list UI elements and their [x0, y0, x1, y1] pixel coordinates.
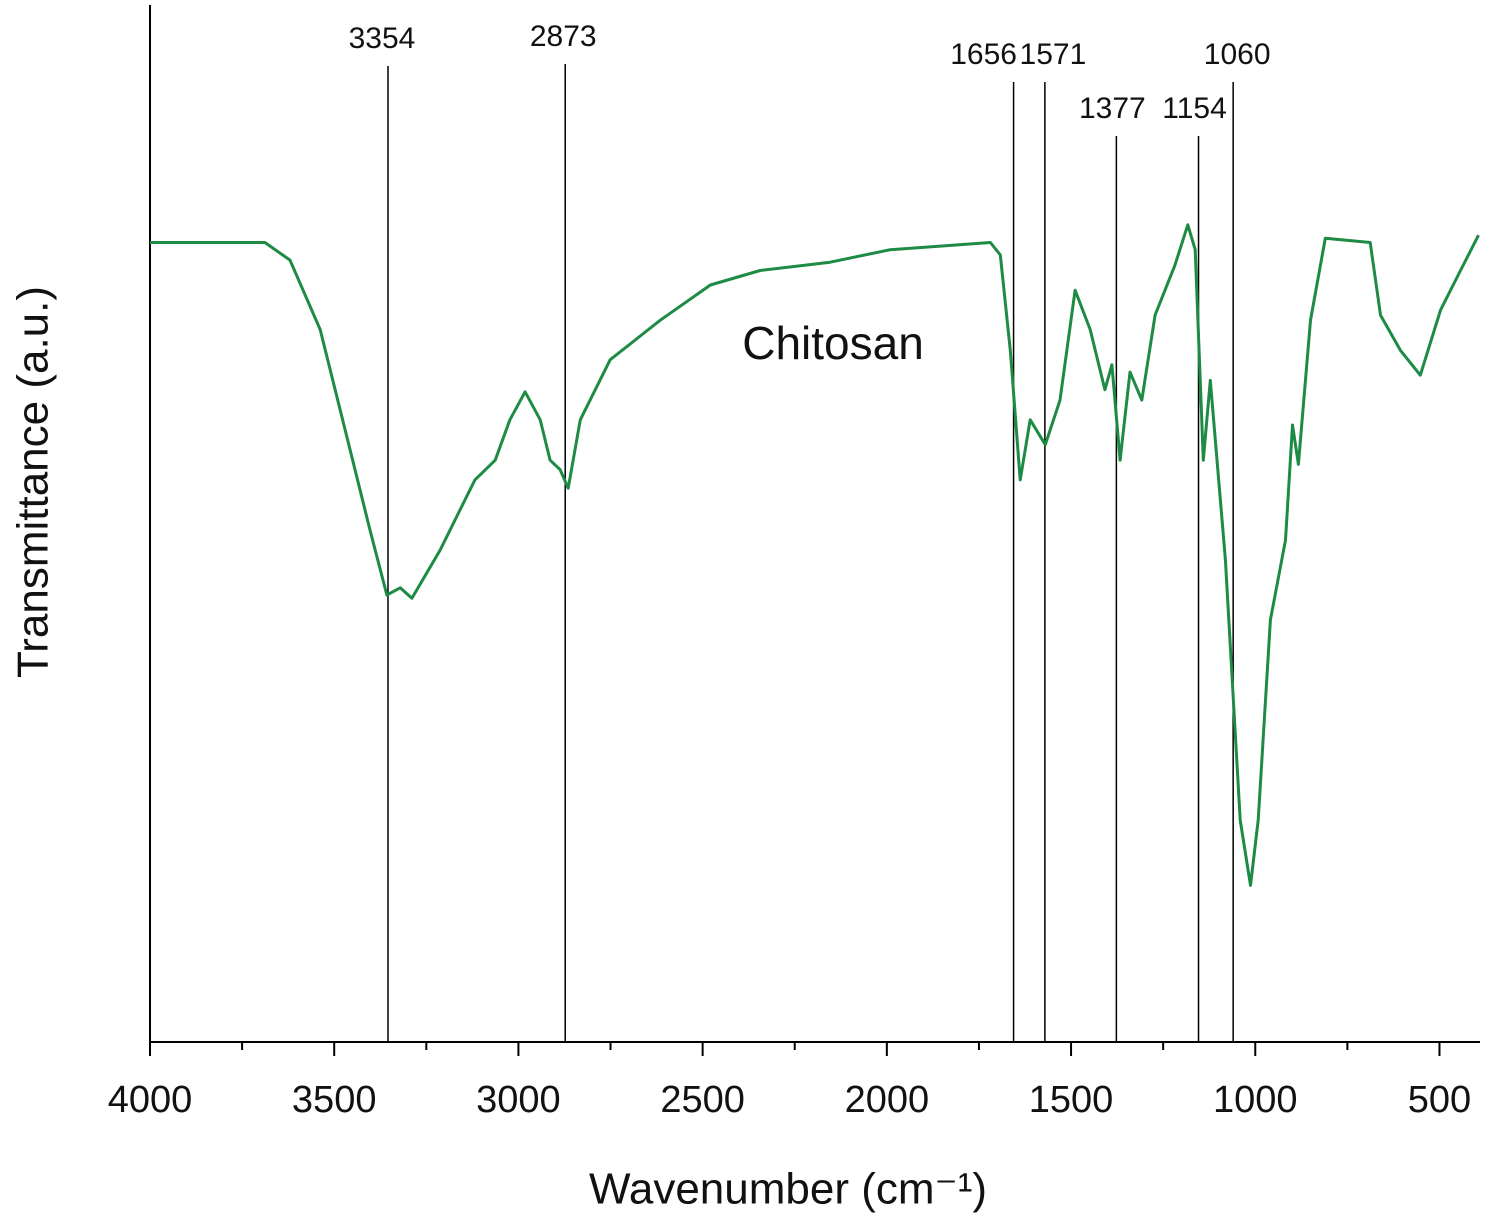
x-axis-title: Wavenumber (cm⁻¹) — [589, 1165, 987, 1214]
peak-label: 3354 — [349, 22, 416, 55]
peak-label: 1060 — [1204, 38, 1271, 71]
peak-label: 2873 — [530, 20, 597, 53]
x-tick-label: 3500 — [292, 1079, 377, 1121]
x-tick-label: 3000 — [476, 1079, 561, 1121]
x-tick-label: 2000 — [845, 1079, 930, 1121]
peak-label: 1377 — [1079, 92, 1146, 125]
annotation: Chitosan — [742, 317, 924, 369]
peak-label: 1656 — [950, 38, 1017, 71]
x-tick-label: 1000 — [1213, 1079, 1298, 1121]
peak-label: 1571 — [1020, 38, 1087, 71]
x-tick-label: 500 — [1408, 1079, 1471, 1121]
x-tick-label: 1500 — [1029, 1079, 1114, 1121]
y-axis-title: Transmittance (a.u.) — [9, 286, 58, 678]
spectrum-line — [150, 223, 1480, 887]
peak-label: 1154 — [1162, 92, 1227, 125]
x-tick-label: 4000 — [108, 1079, 193, 1121]
x-tick-label: 2500 — [660, 1079, 745, 1121]
